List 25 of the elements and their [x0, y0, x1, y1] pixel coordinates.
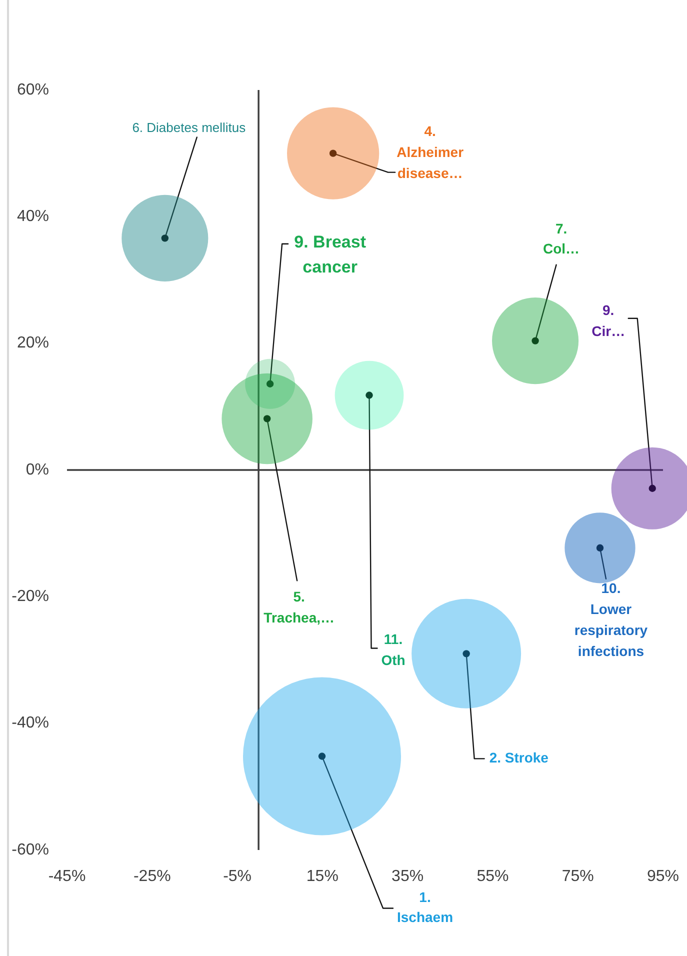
x-tick-label: 55% [476, 868, 509, 886]
x-tick-label: -5% [223, 868, 252, 886]
text: 5. Trachea,… [264, 588, 334, 626]
text: 9. Breast cancer [294, 232, 366, 277]
text: 1. Ischaem [396, 889, 454, 926]
text: 2. Stroke [489, 750, 549, 766]
y-tick-label: 40% [16, 208, 49, 226]
series-label: 4. Alzheimer disease… [396, 123, 464, 182]
x-tick-label: 75% [562, 868, 594, 886]
x-tick-label: 35% [392, 868, 424, 886]
text: 11. Oth [381, 631, 406, 668]
y-tick-label: -20% [12, 588, 49, 606]
y-tick-label: 0% [26, 461, 49, 478]
y-tick-label: 20% [16, 334, 49, 352]
y-tick-label: 60% [16, 81, 49, 98]
x-tick-label: 95% [646, 868, 680, 886]
y-tick-label: -40% [12, 714, 49, 732]
x-tick-label: -45% [48, 868, 86, 886]
x-tick-label: -25% [133, 868, 171, 886]
text: 7. Col… [543, 220, 580, 257]
series-label: 10. Lower respiratory infections [574, 580, 648, 659]
y-tick-label: -60% [12, 841, 49, 858]
text: 9. Cir… [592, 302, 626, 340]
x-tick-label: 15% [306, 868, 338, 886]
text: 6. Diabetes mellitus [132, 120, 246, 135]
